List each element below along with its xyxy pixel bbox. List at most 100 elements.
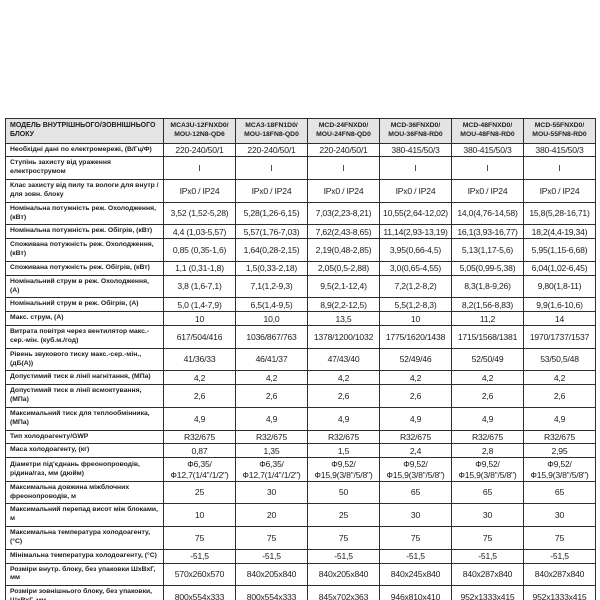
value-cell: 1715/1568/1381	[451, 325, 524, 349]
value-cell: 380-415/50/3	[523, 142, 596, 158]
value-cell: 50	[307, 480, 380, 505]
value-cell: 4,2	[163, 370, 236, 386]
value-cell: 4,2	[235, 370, 308, 386]
value-cell: 1970/1737/1537	[523, 325, 596, 349]
value-cell: 3,95(0,66-4,5)	[379, 238, 452, 262]
value-cell: 6,04(1,02-6,45)	[523, 260, 596, 276]
value-cell: 2,05(0,5-2,88)	[307, 260, 380, 276]
value-cell: R32/675	[523, 429, 596, 445]
value-cell: 75	[163, 526, 236, 550]
value-cell: 16,1(3,93-16,77)	[451, 224, 524, 240]
value-cell: R32/675	[379, 429, 452, 445]
value-cell: 9,5(2,1-12,4)	[307, 274, 380, 299]
value-cell: 2,8	[451, 443, 524, 459]
value-cell: 2,6	[307, 384, 380, 408]
row-label: Витрата повітря через вентилятор макс.-с…	[5, 325, 164, 349]
table-row: Рівень звукового тиску макс.-сер.-мін., …	[5, 347, 596, 372]
table-row: Споживана потужність реж. Обігрів, (кВт)…	[5, 260, 596, 276]
row-label: Допустимий тиск в лінії нагнітання, (МПа…	[5, 370, 164, 386]
value-cell: 1,1 (0,31-1,8)	[163, 260, 236, 276]
value-cell: 30	[235, 480, 308, 505]
value-cell: 8,9(2,2-12,5)	[307, 297, 380, 313]
value-cell: 380-415/50/3	[379, 142, 452, 158]
value-cell: 4,2	[451, 370, 524, 386]
value-cell: IPx0 / IP24	[163, 179, 236, 203]
value-cell: R32/675	[307, 429, 380, 445]
value-cell: 7,2(1,2-8,2)	[379, 274, 452, 299]
spec-table: МОДЕЛЬ ВНУТРІШНЬОГО/ЗОВНІШНЬОГО БЛОКУ MC…	[5, 118, 596, 600]
value-cell: I	[379, 156, 452, 181]
value-cell: 617/504/416	[163, 325, 236, 349]
value-cell: 10	[163, 503, 236, 528]
column-header-3: MCD-36FNXD0/ MOU-36FN8-RD0	[379, 118, 452, 144]
value-cell: 11,2	[451, 311, 524, 327]
value-cell: 5,05(0,99-5,38)	[451, 260, 524, 276]
value-cell: 800х554х333	[163, 585, 236, 600]
row-label: Номінальний струм в реж. Охолодження, (А…	[5, 274, 164, 299]
value-cell: 2,95	[523, 443, 596, 459]
value-cell: 30	[451, 503, 524, 528]
value-cell: 25	[163, 480, 236, 505]
value-cell: 1378/1200/1032	[307, 325, 380, 349]
value-cell: I	[523, 156, 596, 181]
row-label: Номінальна потужність реж. Охолодження, …	[5, 201, 164, 226]
table-row: Мінімальна температура холодоагенту, (°С…	[5, 548, 596, 564]
value-cell: 6,5(1,4-9,5)	[235, 297, 308, 313]
table-row: Тип холодоагенту/GWP R32/675 R32/675 R32/67…	[5, 429, 596, 445]
value-cell: R32/675	[163, 429, 236, 445]
value-cell: 52/50/49	[451, 347, 524, 372]
value-cell: 13,5	[307, 311, 380, 327]
value-cell: 10,0	[235, 311, 308, 327]
table-row: Розміри внутр. блоку, без упаковки ШхВхГ…	[5, 562, 596, 587]
row-label: Мінімальна температура холодоагенту, (°С…	[5, 548, 164, 564]
value-cell: 840х205х840	[307, 562, 380, 587]
value-cell: 2,4	[379, 443, 452, 459]
value-cell: 8,2(1,56-8,83)	[451, 297, 524, 313]
value-cell: 10	[379, 311, 452, 327]
value-cell: 220-240/50/1	[307, 142, 380, 158]
value-cell: 25	[307, 503, 380, 528]
value-cell: 4,9	[235, 406, 308, 431]
value-cell: Ф9,52/Ф15,9(3/8"/5/8")	[451, 457, 524, 482]
value-cell: 3,0(0,65-4,55)	[379, 260, 452, 276]
value-cell: 840х287х840	[523, 562, 596, 587]
value-cell: 5,0 (1,4-7,9)	[163, 297, 236, 313]
value-cell: -51,5	[379, 548, 452, 564]
value-cell: 75	[307, 526, 380, 550]
value-cell: 7,03(2,23-8,21)	[307, 201, 380, 226]
row-label: Номінальна потужність реж. Обігрів, (кВт…	[5, 224, 164, 240]
value-cell: 75	[451, 526, 524, 550]
row-label: Споживана потужність реж. Обігрів, (кВт)	[5, 260, 164, 276]
value-cell: 4,2	[307, 370, 380, 386]
row-label: Маса холодоагенту, (кг)	[5, 443, 164, 459]
value-cell: 7,62(2,43-8,65)	[307, 224, 380, 240]
value-cell: IPx0 / IP24	[451, 179, 524, 203]
value-cell: 15,8(5,28-16,71)	[523, 201, 596, 226]
value-cell: 7,1(1,2-9,3)	[235, 274, 308, 299]
value-cell: 9,80(1,8-11)	[523, 274, 596, 299]
row-label: Тип холодоагенту/GWP	[5, 429, 164, 445]
value-cell: 20	[235, 503, 308, 528]
value-cell: 14	[523, 311, 596, 327]
value-cell: 1,64(0,28-2,15)	[235, 238, 308, 262]
value-cell: -51,5	[451, 548, 524, 564]
value-cell: 75	[523, 526, 596, 550]
row-label: Розміри внутр. блоку, без упаковки ШхВхГ…	[5, 562, 164, 587]
value-cell: 380-415/50/3	[451, 142, 524, 158]
value-cell: 5,13(1,17-5,6)	[451, 238, 524, 262]
value-cell: I	[451, 156, 524, 181]
value-cell: 840х287х840	[451, 562, 524, 587]
table-row: Клас захисту від пилу та вологи для внут…	[5, 179, 596, 203]
value-cell: IPx0 / IP24	[235, 179, 308, 203]
value-cell: I	[307, 156, 380, 181]
value-cell: 840х245х840	[379, 562, 452, 587]
value-cell: 1,5	[307, 443, 380, 459]
value-cell: 570х260х570	[163, 562, 236, 587]
row-label: Номінальний струм в реж. Обігрів, (А)	[5, 297, 164, 313]
value-cell: 4,2	[523, 370, 596, 386]
value-cell: 946х810х410	[379, 585, 452, 600]
value-cell: 5,28(1,26-6,15)	[235, 201, 308, 226]
row-label: Максимальна температура холодоагенту, (°…	[5, 526, 164, 550]
row-label: Розміри зовнішнього блоку, без упаковки,…	[5, 585, 164, 600]
value-cell: 30	[379, 503, 452, 528]
